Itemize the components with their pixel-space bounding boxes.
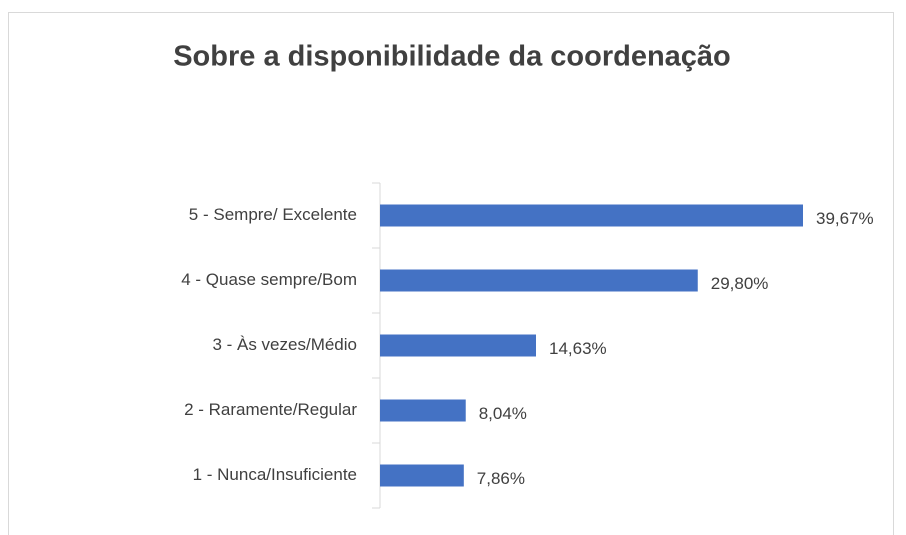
chart-frame (8, 12, 894, 535)
y-tick-label: 4 - Quase sempre/Bom (181, 270, 357, 289)
bar (380, 334, 536, 357)
y-tick-label: 1 - Nunca/Insuficiente (193, 465, 357, 484)
data-label: 39,67% (816, 209, 874, 228)
chart-title: Sobre a disponibilidade da coordenação (173, 41, 731, 73)
y-tick-label: 2 - Raramente/Regular (184, 400, 357, 419)
bar (380, 464, 464, 487)
bar (380, 269, 698, 292)
y-tick-label: 3 - Às vezes/Médio (212, 335, 357, 354)
bar (380, 399, 466, 422)
data-label: 7,86% (477, 469, 525, 488)
data-label: 14,63% (549, 339, 607, 358)
data-label: 8,04% (479, 404, 527, 423)
data-label: 29,80% (711, 274, 769, 293)
y-tick-label: 5 - Sempre/ Excelente (189, 205, 357, 224)
bar (380, 204, 803, 227)
